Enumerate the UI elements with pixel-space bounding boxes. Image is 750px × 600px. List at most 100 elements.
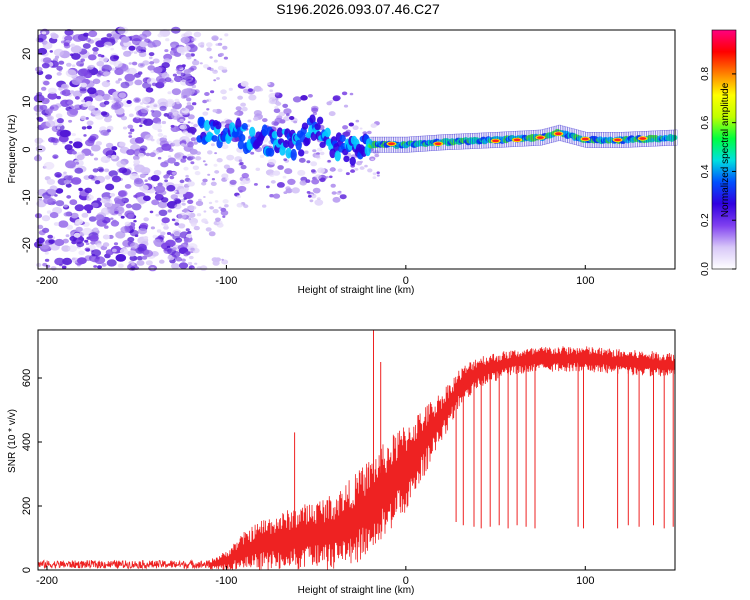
spectrogram-noise-blob [192,60,200,66]
spectrogram-noise-blob [188,255,194,260]
spectrogram-noise-blob [224,204,229,208]
spectrogram-noise-blob [272,170,281,176]
spectrogram-noise-blob [172,112,178,116]
spectrogram-x-tick-label: -100 [215,275,237,287]
spectrogram-noise-blob [95,141,103,146]
spectrogram-noise-blob [100,129,109,136]
spectrogram-noise-blob [376,171,380,174]
spectrogram-noise-blob [223,164,230,170]
spectrogram-band-edge [502,131,506,148]
spectrogram-noise-blob [37,117,44,122]
spectrogram-noise-blob [88,30,98,38]
colorbar-tick-label: 0.6 [700,115,711,129]
spectrogram-noise-blob [74,218,84,225]
spectrogram-band-edge [671,129,674,146]
spectrogram-band-edge [410,136,414,153]
snr-x-tick-label: 100 [576,575,594,587]
spectrogram-noise-blob [40,242,50,250]
spectrogram-ridge-blob [314,123,321,131]
spectrogram-noise-blob [120,226,130,234]
spectrogram-noise-blob [330,183,336,188]
spectrogram-noise-blob [190,137,197,142]
spectrogram-noise-blob [182,130,189,135]
spectrogram-noise-blob [173,161,180,167]
spectrogram-band-edge [601,132,604,148]
spectrogram-noise-blob [126,100,132,104]
spectrogram-noise-blob [131,262,135,266]
spectrogram-band-edge [380,136,384,153]
spectrogram-band-edge [414,136,418,153]
spectrogram-band-edge [473,132,477,149]
spectrogram-noise-blob [203,196,206,198]
spectrogram-noise-blob [209,56,213,59]
spectrogram-noise-blob [173,75,183,83]
spectrogram-noise-blob [50,33,59,40]
spectrogram-noise-blob [63,175,72,182]
spectrogram-noise-blob [190,122,194,125]
spectrogram-noise-blob [111,175,122,183]
spectrogram-noise-blob [315,174,322,180]
spectrogram-band-edge [428,135,432,152]
spectrogram-noise-blob [269,173,275,177]
spectrogram-noise-blob [187,217,192,221]
spectrogram-noise-blob [182,155,187,159]
spectrogram-noise-blob [71,257,76,261]
spectrogram-noise-blob [223,56,228,60]
spectrogram-band-edge [480,132,484,149]
spectrogram-noise-blob [146,105,150,108]
spectrogram-noise-blob [152,123,162,131]
spectrogram-noise-blob [192,102,197,106]
spectrogram-noise-blob [224,33,229,37]
spectrogram-noise-blob [179,118,184,123]
spectrogram-band-edge [450,134,454,150]
spectrogram-noise-blob [279,119,286,124]
spectrogram-noise-blob [128,131,133,135]
spectrogram-noise-blob [66,224,74,230]
snr-x-axis-label: Height of straight line (km) [298,585,415,596]
spectrogram-noise-blob [134,79,143,86]
spectrogram-noise-blob [164,77,172,83]
spectrogram-band-edge [658,130,662,147]
spectrogram-noise-blob [202,160,206,163]
spectrogram-noise-blob [364,164,368,168]
spectrogram-noise-blob [75,161,80,165]
spectrogram-noise-blob [81,212,89,218]
spectrogram-noise-blob [238,159,243,162]
spectrogram-noise-blob [241,172,249,179]
spectrogram-noise-blob [133,194,138,198]
spectrogram-noise-blob [111,100,116,104]
spectrogram-noise-blob [71,77,82,86]
spectrogram-noise-blob [247,119,252,123]
spectrogram-noise-blob [267,158,277,165]
colorbar-label: Normalized spectral amplitude [720,82,731,217]
snr-y-tick-label: 200 [21,497,33,515]
spectrogram-noise-blob [239,161,244,166]
spectrogram-noise-blob [185,233,193,239]
spectrogram-noise-blob [172,247,177,251]
spectrogram-noise-blob [220,89,227,95]
spectrogram-noise-blob [371,158,374,161]
spectrogram-band-edge [629,131,633,148]
spectrogram-noise-blob [200,44,205,48]
spectrogram-hotspot-core [434,142,442,146]
spectrogram-noise-blob [312,187,321,194]
spectrogram-noise-blob [133,97,141,103]
spectrogram-ridge-blob [316,116,324,125]
spectrogram-noise-blob [298,157,306,163]
spectrogram-ridge-blob [249,126,256,138]
spectrogram-noise-blob [183,69,192,75]
spectrogram-band-edge [430,135,434,151]
spectrogram-noise-blob [61,89,72,97]
spectrogram-noise-blob [155,213,160,217]
spectrogram-noise-blob [85,248,90,252]
spectrogram-noise-blob [208,201,213,205]
spectrogram-noise-blob [101,68,106,71]
spectrogram-hotspot-core [554,132,562,136]
spectrogram-noise-blob [65,39,71,43]
spectrogram-noise-blob [348,122,354,127]
spectrogram-noise-blob [124,221,131,227]
spectrogram-noise-blob [164,179,169,183]
spectrogram-y-axis-label: Frequency (Hz) [7,115,18,184]
spectrogram-noise-blob [165,38,170,42]
spectrogram-noise-blob [44,251,49,255]
